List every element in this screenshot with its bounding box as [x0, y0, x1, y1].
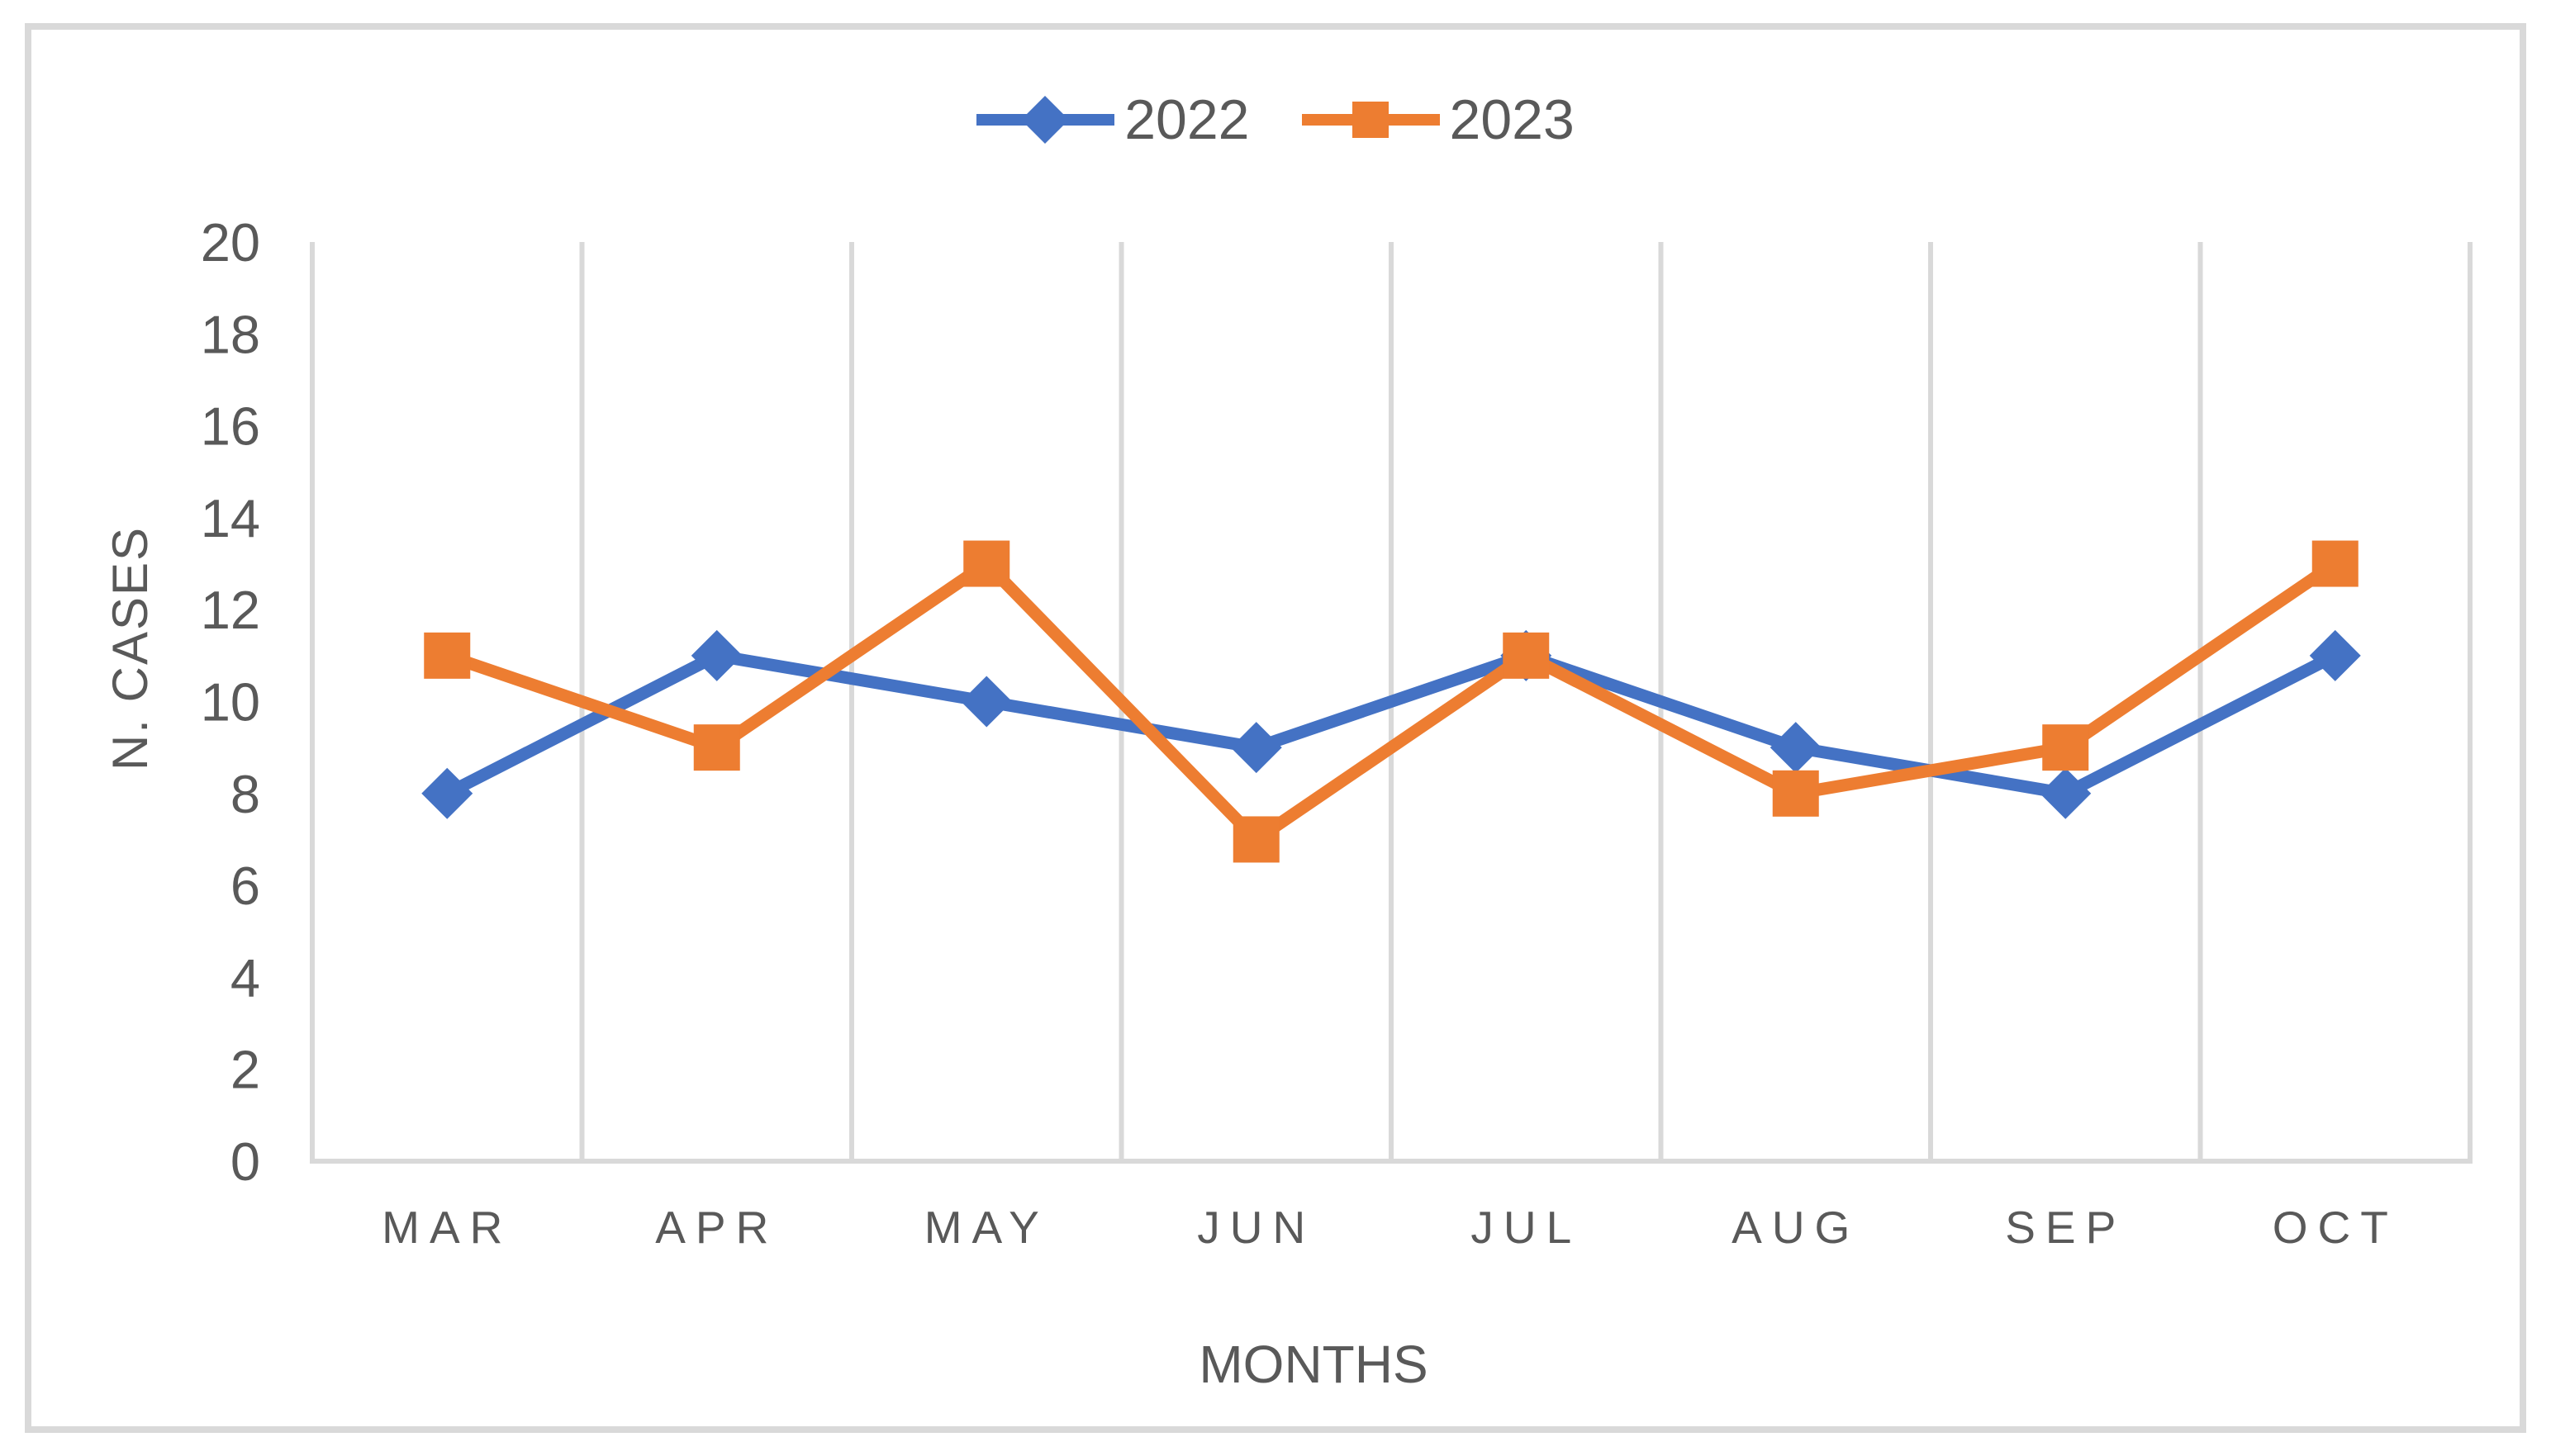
series-2023-marker-square	[2311, 540, 2359, 587]
legend-square-marker-icon	[1352, 102, 1389, 138]
series-2022-marker-diamond	[2040, 767, 2092, 819]
series-2023-marker-square	[1503, 632, 1550, 679]
y-tick-label: 0	[230, 1131, 260, 1192]
x-category-label: JUL	[1470, 1202, 1581, 1253]
legend-item-2023: 2023	[1301, 88, 1575, 151]
series-2022-marker-diamond	[1230, 722, 1282, 774]
figure-border	[25, 23, 2526, 1433]
x-category-label: MAY	[924, 1202, 1049, 1253]
x-category-label: JUN	[1197, 1202, 1315, 1253]
series-2022-marker-diamond	[691, 629, 743, 681]
y-tick-label: 10	[201, 672, 260, 733]
x-category-label: MAR	[382, 1202, 512, 1253]
legend-label-2023: 2023	[1449, 88, 1575, 151]
y-tick-label: 2	[230, 1040, 260, 1100]
series-2023-marker-square	[1233, 816, 1280, 863]
y-tick-label: 4	[230, 947, 260, 1008]
y-tick-label: 8	[230, 764, 260, 824]
series-line-2022	[440, 649, 2342, 800]
series-2023-marker-square	[1772, 770, 1819, 817]
legend-2022-line-diamond-icon	[976, 96, 1115, 144]
x-category-label: APR	[655, 1202, 778, 1253]
series-2023-marker-square	[2042, 724, 2089, 771]
series-2023-marker-square	[693, 724, 740, 771]
series-2022-marker-diamond	[2309, 629, 2361, 681]
legend-2023-line-square-icon	[1301, 102, 1440, 138]
x-category-label: AUG	[1732, 1202, 1860, 1253]
y-tick-label: 6	[230, 856, 260, 916]
legend-label-2022: 2022	[1124, 88, 1250, 151]
series-2023-marker-square	[963, 540, 1010, 587]
x-category-label: SEP	[2005, 1202, 2126, 1253]
x-category-label: OCT	[2273, 1202, 2398, 1253]
series-2023-marker-square	[424, 632, 471, 679]
y-axis-title: N. CASES	[102, 525, 158, 771]
y-tick-label: 18	[201, 304, 260, 364]
series-2022-marker-diamond	[421, 767, 473, 819]
y-tick-label: 14	[201, 488, 260, 548]
series-2022-marker-diamond	[1770, 722, 1822, 774]
legend: 2022 2023	[0, 89, 2551, 150]
y-tick-label: 16	[201, 396, 260, 457]
series-line-2023	[440, 557, 2342, 846]
x-axis-title: MONTHS	[1199, 1335, 1428, 1394]
series-2022-marker-diamond	[961, 676, 1013, 728]
legend-diamond-marker-icon	[1021, 96, 1070, 144]
y-tick-label: 12	[201, 580, 260, 640]
legend-item-2022: 2022	[976, 88, 1250, 151]
y-tick-label: 20	[201, 212, 260, 273]
